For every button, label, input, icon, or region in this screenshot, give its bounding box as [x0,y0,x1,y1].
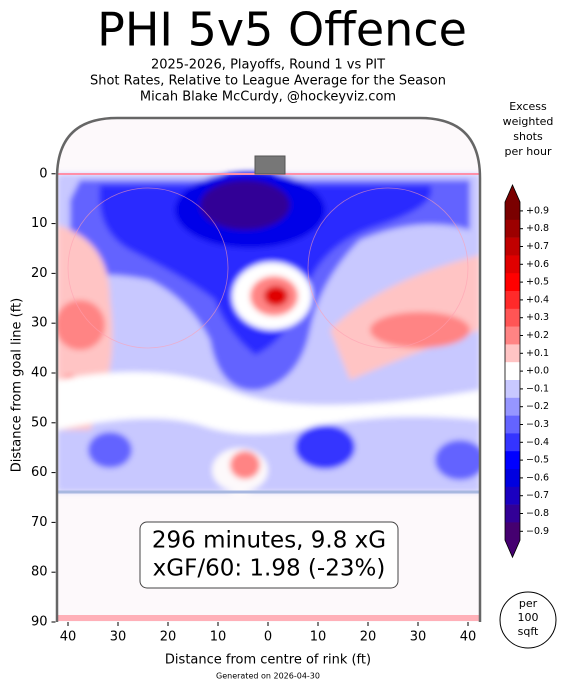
colorbar-label: −0.2 [526,401,549,412]
y-tick-label: 0 [39,166,47,181]
chart-title: PHI 5v5 Offence [97,3,467,57]
subtitle: 2025-2026, Playoffs, Round 1 vs PIT [151,58,385,73]
colorbar-band [505,451,520,470]
x-tick-label: 10 [210,630,227,645]
colorbar-label: −0.1 [526,383,549,394]
colorbar-label: +0.0 [526,366,549,377]
colorbar-label: +0.3 [526,312,549,323]
scale-note: sqft [518,625,539,638]
colorbar-band [505,433,520,452]
colorbar-band [505,237,520,256]
y-tick-label: 90 [31,615,48,630]
colorbar-label: +0.5 [526,277,549,288]
x-tick-label: 40 [460,630,477,645]
colorbar-band [505,344,520,363]
scale-note: per [519,597,538,610]
colorbar-band [505,380,520,399]
x-tick-label: 20 [160,630,177,645]
goal-net [254,155,286,175]
colorbar-title: per hour [505,145,552,158]
y-tick-label: 60 [31,465,48,480]
colorbar-band [505,522,520,541]
colorbar-label: +0.1 [526,348,549,359]
colorbar-label: −0.9 [526,526,549,537]
x-tick-label: 30 [110,630,127,645]
subtitle: Micah Blake McCurdy, @hockeyviz.com [140,90,396,105]
colorbar-band [505,273,520,292]
y-tick-label: 10 [31,216,48,231]
colorbar-band [505,326,520,345]
colorbar-title: weighted [503,115,554,128]
colorbar-label: −0.3 [526,419,549,430]
rink-boards [55,116,482,622]
annotation: xGF/60: 1.98 (-23%) [153,556,386,582]
colorbar-label: +0.9 [526,205,549,216]
colorbar-band [505,504,520,523]
colorbar-band [505,397,520,416]
colorbar-band [505,415,520,434]
subtitle: Shot Rates, Relative to League Average f… [90,74,446,89]
scale-circle [499,591,557,649]
colorbar-extend [505,185,520,202]
x-tick-label: 30 [410,630,427,645]
y-tick-label: 70 [31,515,48,530]
colorbar-band [505,255,520,274]
x-tick-label: 0 [264,630,272,645]
colorbar-band [505,486,520,505]
y-tick-label: 50 [31,415,48,430]
colorbar-band [505,291,520,310]
footer: Generated on 2026-04-30 [216,672,320,681]
colorbar-label: +0.7 [526,241,549,252]
annotation-box [139,521,399,589]
colorbar-label: +0.2 [526,330,549,341]
colorbar-extend [505,540,520,558]
annotation: 296 minutes, 9.8 xG [152,528,386,554]
colorbar-label: +0.4 [526,294,549,305]
x-tick-label: 40 [60,630,77,645]
colorbar-label: −0.6 [526,472,549,483]
x-tick-label: 10 [310,630,327,645]
y-axis-label: Distance from goal line (ft) [10,298,25,472]
colorbar-label: +0.8 [526,223,549,234]
colorbar-label: −0.5 [526,455,549,466]
colorbar-band [505,308,520,327]
y-tick-label: 30 [31,316,48,331]
colorbar-label: −0.4 [526,437,549,448]
y-tick-label: 40 [31,365,48,380]
x-tick-label: 20 [360,630,377,645]
y-tick-label: 80 [31,565,48,580]
x-axis-label: Distance from centre of rink (ft) [165,653,371,668]
colorbar-band [505,202,520,221]
colorbar-title: Excess [509,100,547,113]
colorbar-band [505,219,520,238]
colorbar-outline [504,184,521,559]
scale-note: 100 [518,611,539,624]
rink-surface [57,118,480,622]
colorbar-band [505,362,520,381]
y-tick-label: 20 [31,266,48,281]
colorbar-band [505,469,520,488]
colorbar-label: +0.6 [526,259,549,270]
colorbar-label: −0.8 [526,508,549,519]
colorbar-title: shots [513,130,543,143]
colorbar-label: −0.7 [526,490,549,501]
